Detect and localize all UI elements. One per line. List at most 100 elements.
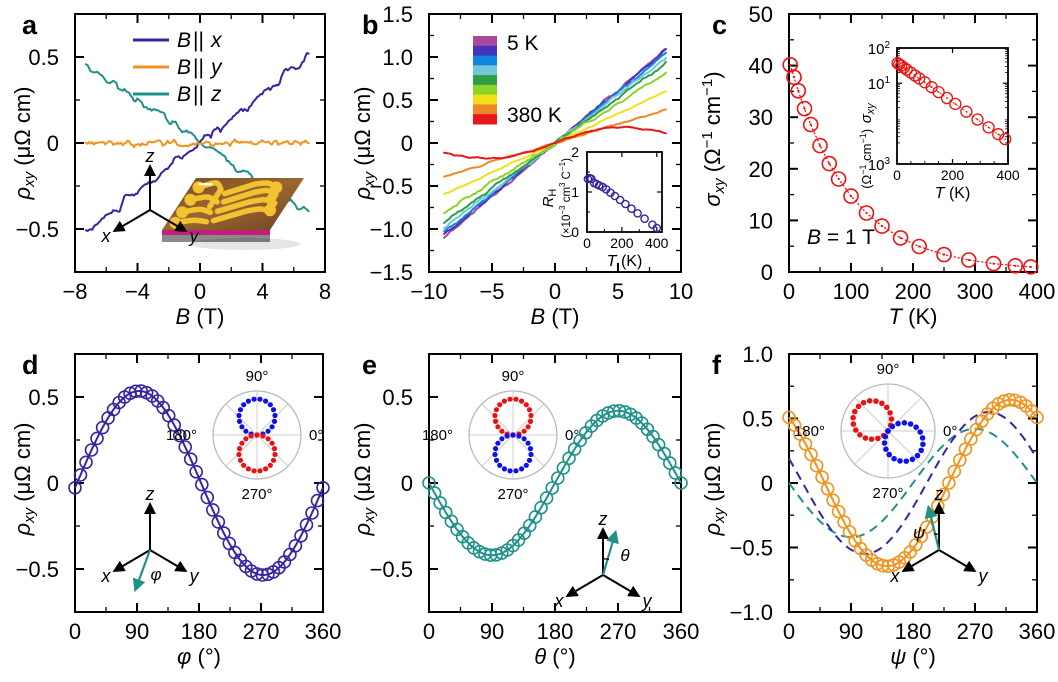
svg-text:φ: φ bbox=[150, 565, 161, 584]
svg-text:0.5: 0.5 bbox=[382, 88, 413, 113]
svg-text:z: z bbox=[934, 484, 944, 504]
svg-text:2: 2 bbox=[571, 144, 579, 160]
svg-text:0°: 0° bbox=[309, 427, 323, 444]
svg-text:B: B bbox=[177, 83, 191, 106]
svg-text:0: 0 bbox=[893, 167, 901, 183]
svg-text:180°: 180° bbox=[422, 427, 453, 444]
svg-text:200: 200 bbox=[895, 279, 932, 304]
svg-text:20: 20 bbox=[749, 157, 773, 182]
svg-text:||: || bbox=[193, 83, 204, 106]
svg-text:8: 8 bbox=[319, 279, 331, 304]
svg-text:270: 270 bbox=[600, 619, 637, 644]
svg-text:−10: −10 bbox=[410, 279, 447, 304]
svg-text:200: 200 bbox=[610, 235, 634, 251]
svg-text:90°: 90° bbox=[502, 368, 525, 385]
svg-text:0: 0 bbox=[47, 131, 59, 156]
svg-text:90: 90 bbox=[125, 619, 149, 644]
svg-text:b: b bbox=[362, 10, 379, 40]
svg-text:270: 270 bbox=[243, 619, 280, 644]
svg-text:−1.0: −1.0 bbox=[370, 217, 413, 242]
svg-text:y: y bbox=[641, 591, 653, 611]
svg-text:30: 30 bbox=[749, 105, 773, 130]
svg-text:−0.5: −0.5 bbox=[16, 557, 59, 582]
svg-text:400: 400 bbox=[996, 167, 1020, 183]
svg-text:−1.5: −1.5 bbox=[370, 260, 413, 285]
svg-text:−8: −8 bbox=[62, 279, 87, 304]
svg-text:400: 400 bbox=[1019, 279, 1056, 304]
svg-text:0.5: 0.5 bbox=[382, 385, 413, 410]
svg-text:90: 90 bbox=[839, 619, 863, 644]
svg-text:z: z bbox=[210, 83, 222, 106]
svg-text:x: x bbox=[890, 566, 901, 586]
svg-text:360: 360 bbox=[1019, 619, 1056, 644]
svg-text:x: x bbox=[554, 591, 565, 611]
svg-text:300: 300 bbox=[957, 279, 994, 304]
svg-text:10: 10 bbox=[669, 279, 693, 304]
svg-text:0.5: 0.5 bbox=[28, 385, 59, 410]
svg-text:180: 180 bbox=[181, 619, 218, 644]
svg-text:T (K): T (K) bbox=[935, 185, 971, 202]
svg-text:0°: 0° bbox=[565, 427, 579, 444]
svg-text:0: 0 bbox=[783, 619, 795, 644]
svg-text:−1.0: −1.0 bbox=[730, 600, 773, 625]
svg-text:0: 0 bbox=[47, 471, 59, 496]
svg-text:0: 0 bbox=[761, 260, 773, 285]
svg-text:360: 360 bbox=[663, 619, 700, 644]
svg-text:90°: 90° bbox=[877, 361, 900, 378]
svg-text:x: x bbox=[101, 566, 112, 586]
svg-text:||: || bbox=[193, 56, 204, 79]
svg-text:−4: −4 bbox=[125, 279, 150, 304]
svg-text:270°: 270° bbox=[497, 486, 528, 503]
svg-text:z: z bbox=[598, 509, 608, 529]
svg-text:0: 0 bbox=[761, 471, 773, 496]
svg-text:z: z bbox=[145, 484, 155, 504]
svg-text:ψ: ψ bbox=[913, 523, 925, 542]
svg-text:0: 0 bbox=[783, 279, 795, 304]
svg-text:0: 0 bbox=[549, 279, 561, 304]
svg-text:180°: 180° bbox=[166, 427, 197, 444]
svg-text:0: 0 bbox=[423, 619, 435, 644]
svg-text:200: 200 bbox=[941, 167, 965, 183]
svg-text:1.0: 1.0 bbox=[382, 45, 413, 70]
svg-text:y: y bbox=[209, 56, 223, 79]
svg-text:d: d bbox=[22, 350, 39, 380]
svg-text:380 K: 380 K bbox=[507, 104, 562, 127]
svg-text:−0.5: −0.5 bbox=[730, 536, 773, 561]
svg-text:φ (°): φ (°) bbox=[177, 644, 221, 669]
svg-text:180: 180 bbox=[895, 619, 932, 644]
svg-text:B: B bbox=[177, 29, 191, 52]
svg-text:||: || bbox=[193, 29, 204, 52]
svg-text:0: 0 bbox=[194, 279, 206, 304]
svg-text:f: f bbox=[712, 350, 722, 380]
svg-text:270: 270 bbox=[957, 619, 994, 644]
svg-text:y: y bbox=[188, 566, 200, 586]
svg-text:−0.5: −0.5 bbox=[370, 557, 413, 582]
svg-text:0: 0 bbox=[401, 471, 413, 496]
svg-text:50: 50 bbox=[749, 2, 773, 27]
svg-text:x: x bbox=[210, 29, 223, 52]
svg-text:T (K): T (K) bbox=[889, 304, 938, 329]
svg-text:θ: θ bbox=[620, 546, 630, 565]
svg-text:θ (°): θ (°) bbox=[534, 644, 576, 669]
svg-text:270°: 270° bbox=[872, 485, 903, 502]
svg-text:B (T): B (T) bbox=[176, 304, 225, 329]
svg-text:T (K): T (K) bbox=[607, 253, 643, 270]
svg-text:5: 5 bbox=[612, 279, 624, 304]
svg-text:4: 4 bbox=[256, 279, 268, 304]
svg-text:1.0: 1.0 bbox=[742, 342, 773, 367]
svg-text:0°: 0° bbox=[943, 423, 957, 440]
svg-text:180: 180 bbox=[537, 619, 574, 644]
svg-text:B = 1 T: B = 1 T bbox=[807, 226, 875, 249]
svg-text:ψ (°): ψ (°) bbox=[890, 644, 936, 669]
svg-text:180°: 180° bbox=[794, 423, 825, 440]
svg-text:c: c bbox=[712, 10, 727, 40]
svg-text:40: 40 bbox=[749, 54, 773, 79]
svg-text:1.5: 1.5 bbox=[382, 2, 413, 27]
svg-text:0.5: 0.5 bbox=[28, 45, 59, 70]
svg-text:400: 400 bbox=[645, 235, 669, 251]
svg-text:100: 100 bbox=[833, 279, 870, 304]
svg-text:−0.5: −0.5 bbox=[16, 217, 59, 242]
svg-text:y: y bbox=[977, 566, 989, 586]
svg-text:360: 360 bbox=[305, 619, 342, 644]
svg-text:5 K: 5 K bbox=[507, 32, 539, 55]
